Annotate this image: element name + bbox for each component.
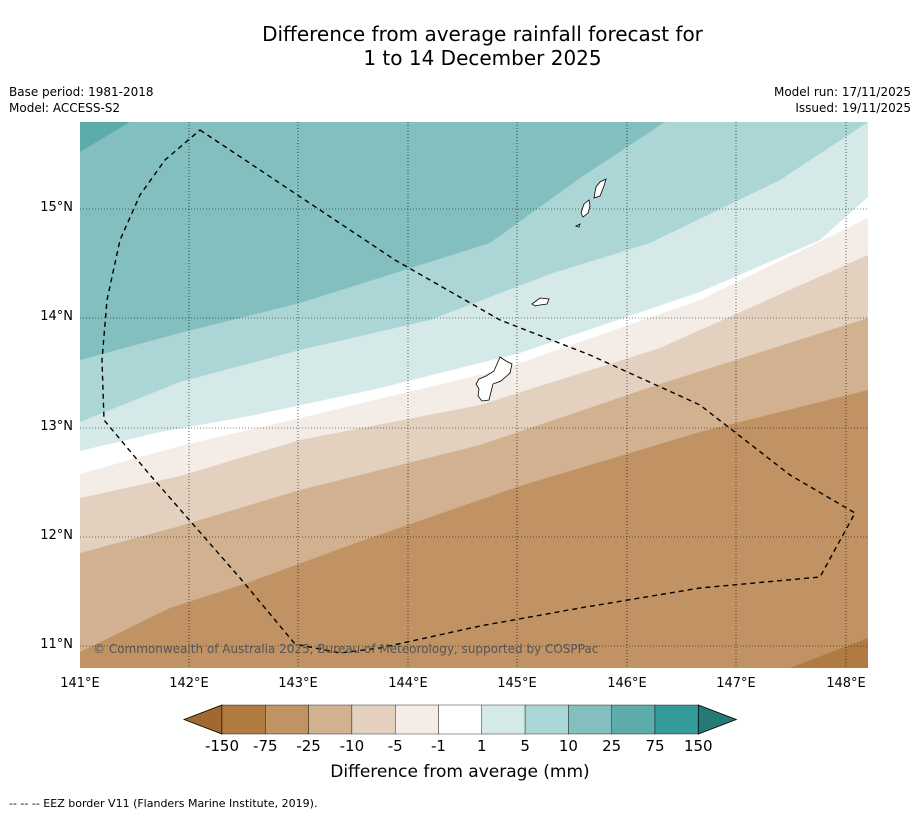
colorbar-swatch [221,704,266,735]
colorbar-tick-label: -150 [204,737,240,755]
colorbar-tick-label: 10 [558,737,578,755]
base-period: Base period: 1981-2018 [9,85,154,99]
colorbar-swatch [568,704,612,735]
lat-label-15: 15°N [40,200,73,215]
lon-label-142: 142°E [169,676,209,691]
eez-legend-note: -- -- -- EEZ border V11 (Flanders Marine… [9,797,318,810]
colorbar-swatch [308,704,353,735]
colorbar-swatch [481,704,526,735]
lat-label-14: 14°N [40,309,73,324]
colorbar-title: Difference from average (mm) [330,762,590,782]
lon-label-147: 147°E [716,676,756,691]
island-saipan [593,178,607,199]
issued-date: Issued: 19/11/2025 [795,101,911,115]
contour-fields [80,122,868,668]
colorbar-tick-label: -25 [296,737,321,755]
coastlines [475,178,607,402]
model-run: Model run: 17/11/2025 [773,85,911,99]
copyright-notice: © Commonwealth of Australia 2025, Bureau… [93,642,599,656]
band-25-to-75 [80,122,130,152]
lat-label-12: 12°N [40,528,73,543]
lon-label-146: 146°E [607,676,647,691]
title-line-2: 1 to 14 December 2025 [363,46,602,70]
island-aguijan [574,223,581,228]
lon-label-145: 145°E [497,676,537,691]
island-guam [475,356,513,402]
lon-label-143: 143°E [278,676,318,691]
colorbar-extend-low [182,704,223,735]
band-neg-75-to-150 [790,638,868,668]
meta-left: Base period: 1981-2018 Model: ACCESS-S2 [9,84,154,116]
eez-border [101,129,856,654]
meta-right: Model run: 17/11/2025 Issued: 19/11/2025 [774,84,911,116]
colorbar-tick-label: -5 [387,737,403,755]
colorbar-tick-label: -1 [431,737,446,755]
lat-label-11: 11°N [40,637,73,652]
colorbar-swatch [611,704,656,735]
colorbar-swatch [265,704,309,735]
colorbar-tick-label: -75 [253,737,278,755]
lon-label-141: 141°E [60,676,100,691]
island-rota [531,297,550,307]
colorbar-swatch [395,704,439,735]
colorbar-tick-label: -10 [339,737,365,755]
colorbar-swatch [438,704,482,735]
colorbar-swatch [654,704,699,735]
lon-label-144: 144°E [388,676,428,691]
colorbar-tick-label: 5 [520,737,530,755]
colorbar-tick-label: 25 [602,737,622,755]
colorbar-tick-label: 75 [645,737,665,755]
colorbar-swatch [351,704,396,735]
colorbar-tick-label: 1 [477,737,487,755]
colorbar [182,704,738,735]
title-line-1: Difference from average rainfall forecas… [262,22,703,46]
lat-label-13: 13°N [40,419,73,434]
colorbar-swatch [524,704,569,735]
gridlines [80,122,868,668]
colorbar-tick-label: 150 [683,737,713,755]
colorbar-extend-high [697,704,738,735]
band-10-to-25 [80,122,665,360]
island-tinian [580,199,591,218]
model-name: Model: ACCESS-S2 [9,101,121,115]
chart-title: Difference from average rainfall forecas… [0,22,919,70]
lon-label-148: 148°E [826,676,866,691]
